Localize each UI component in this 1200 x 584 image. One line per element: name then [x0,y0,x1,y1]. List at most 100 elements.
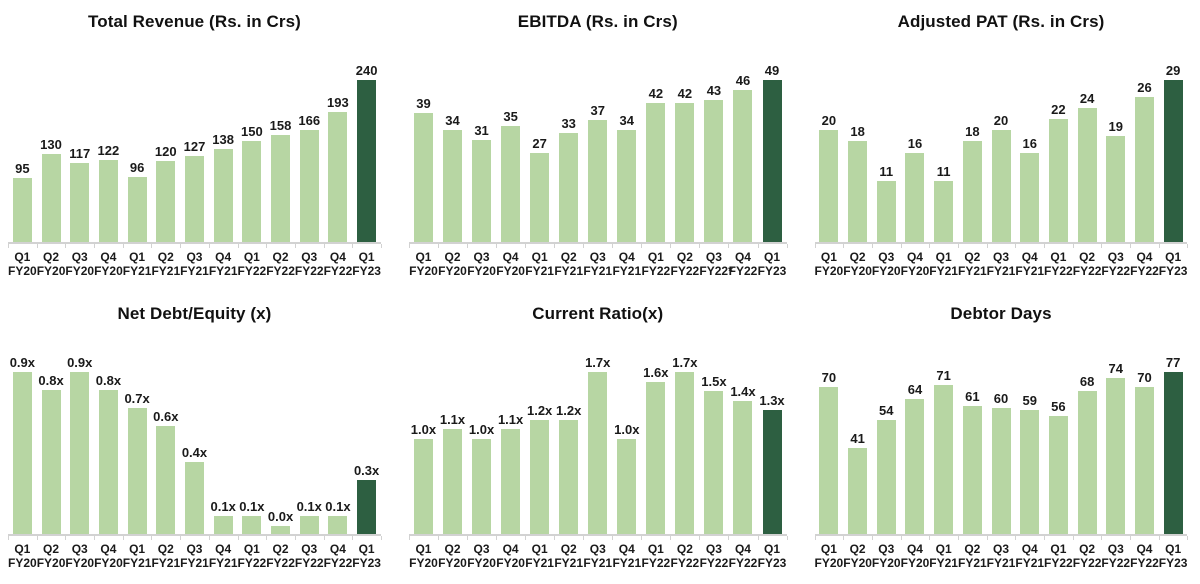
bar [991,130,1011,242]
plot-area: 20 18 11 16 11 18 20 16 22 24 19 26 29 [814,36,1188,244]
axis-tick [151,536,153,540]
bar-value-label: 1.7x [672,355,698,370]
bar-value-label: 0.6x [153,409,179,424]
x-axis-label: Q3 FY21 [583,250,613,279]
bar-value-label: 0.8x [38,373,64,388]
axis-tick [237,244,239,248]
x-axis-label: Q1 FY20 [8,542,37,571]
bar [501,126,521,242]
axis-tick [1187,244,1189,248]
bar [819,387,839,534]
bar [413,113,433,242]
bar-highlighted [762,80,782,242]
bar [848,448,868,534]
x-axis-label: Q3 FY22 [1101,542,1131,571]
bar-slot: 0.7x [123,392,152,534]
bar-slot: 122 [94,144,123,242]
axis-tick [380,244,382,248]
axis-tick [814,536,816,540]
x-axis-label: Q3 FY21 [986,250,1016,279]
x-axis-label: Q2 FY20 [36,250,66,279]
x-axis-label: Q2 FY21 [957,542,987,571]
axis-tick [408,244,410,248]
bar-value-label: 34 [445,113,460,128]
axis-tick [900,244,902,248]
axis-tick [525,244,527,248]
x-axis-label: Q1 FY23 [352,250,381,279]
axis-tick [8,244,9,248]
bar-value-label: 29 [1165,63,1181,78]
bar-slot: 240 [352,64,381,242]
bar-highlighted [1163,372,1183,534]
axis-tick [1130,244,1132,248]
bar-value-label: 0.0x [267,509,294,524]
bar-value-label: 0.8x [95,373,122,388]
bar-value-label: 11 [879,164,894,179]
bar-value-label: 1.5x [701,374,727,389]
bar-value-label: 27 [532,136,547,151]
bar [876,420,896,534]
bar-value-label: 60 [993,391,1009,406]
bar-slot: 193 [324,96,353,242]
bar-value-label: 0.1x [325,499,351,514]
bar-slot: 0.9x [8,356,37,534]
x-axis-label: Q1 FY21 [122,542,152,571]
bar-slot: 0.1x [209,500,238,534]
bar [733,401,753,534]
bar-value-label: 16 [1022,136,1037,151]
bar [1134,97,1154,242]
bar-value-label: 95 [15,161,30,176]
bar [12,178,32,242]
x-axis-label: Q3 FY22 [294,542,324,571]
axis-tick [294,536,296,540]
bar-value-label: 0.9x [9,355,35,370]
bar-value-label: 31 [474,123,489,138]
bar-value-label: 26 [1137,80,1152,95]
bar [299,130,319,242]
axis-tick [496,536,498,540]
bar-slot: 11 [872,165,901,242]
axis-tick [612,244,614,248]
bar [127,408,147,534]
x-axis-labels: Q1 FY20 Q2 FY20 Q3 FY20 Q4 FY20 Q1 FY21 Q2 FY21 Q3 FY… [815,250,1188,279]
chart-title: Adjusted PAT (Rs. in Crs) [897,12,1105,31]
axis-tick [266,536,268,540]
bar [530,153,550,242]
bar [1134,387,1154,534]
x-axis-label: Q3 FY22 [699,542,729,571]
bar-highlighted [1163,80,1183,242]
bar-slot: 59 [1015,394,1044,534]
bar-slot: 37 [583,104,612,242]
bar [588,120,608,242]
axis-tick [496,244,498,248]
bar-value-label: 1.0x [410,422,437,437]
x-axis-label: Q2 FY20 [438,542,467,571]
x-axis-label: Q1 FY22 [237,542,267,571]
x-axis-label: Q4 FY21 [208,542,238,571]
bar-value-label: 193 [327,95,349,110]
axis-tick [554,244,556,248]
bar-slot: 158 [266,119,295,242]
bar-slot: 29 [1159,64,1188,242]
bar-slot: 61 [958,390,987,534]
bar-slot: 0.1x [295,500,324,534]
bar-value-label: 1.1x [497,412,524,427]
bar-slot: 77 [1159,356,1188,534]
bar-slot: 42 [670,87,699,242]
x-axis-label: Q4 FY20 [900,250,930,279]
bar-value-label: 138 [212,132,234,147]
axis-tick [8,536,9,540]
bar [934,181,954,242]
bar-value-label: 71 [936,368,951,383]
bar-slot: 1.0x [409,423,438,534]
bar [328,516,348,534]
x-axis-label: Q1 FY20 [8,250,37,279]
bar-slot: 46 [728,74,757,242]
x-axis-label: Q3 FY20 [871,250,901,279]
bar-value-label: 1.7x [585,355,611,370]
x-axis-label: Q1 FY23 [757,250,787,279]
x-axis-label: Q4 FY21 [208,250,238,279]
bar-value-label: 22 [1051,102,1066,117]
bar-slot: 64 [901,383,930,534]
